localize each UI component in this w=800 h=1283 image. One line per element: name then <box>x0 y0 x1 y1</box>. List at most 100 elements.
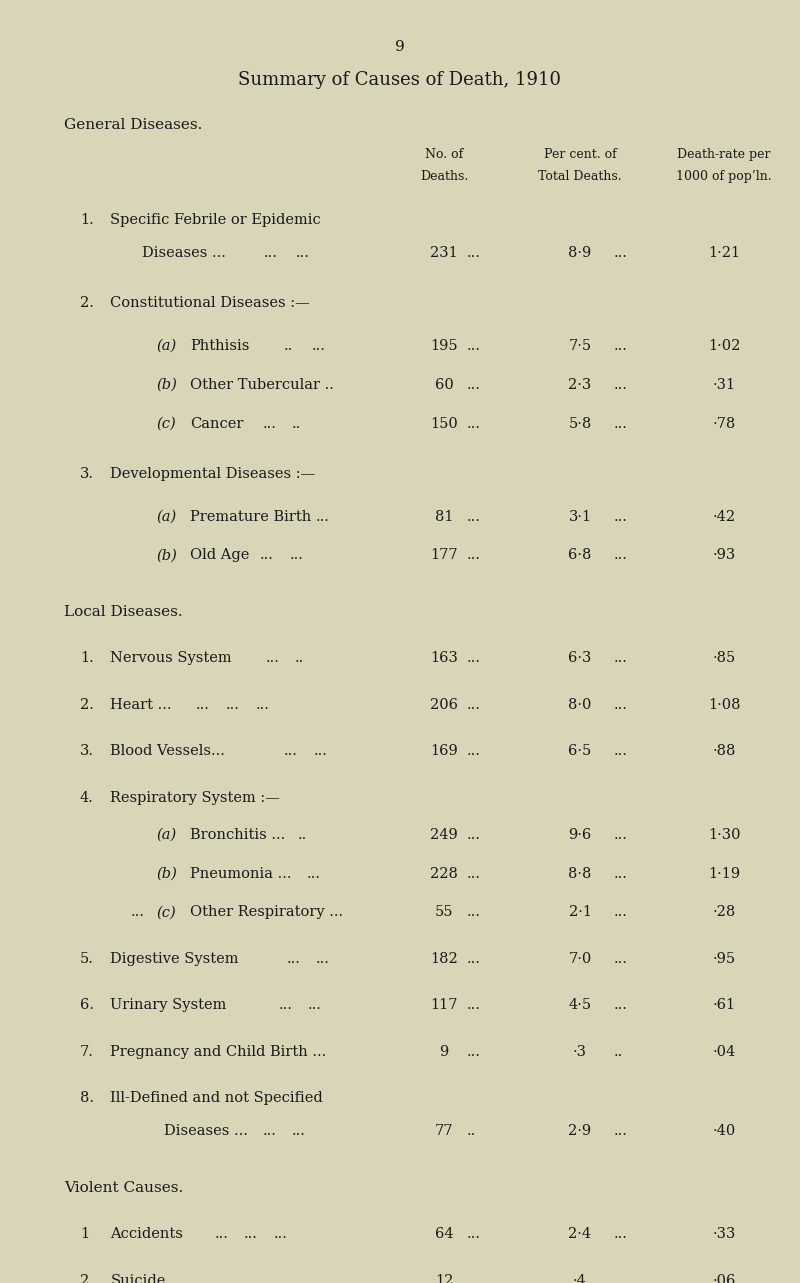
Text: 9: 9 <box>439 1044 449 1058</box>
Text: 1·19: 1·19 <box>708 866 740 880</box>
Text: ...: ... <box>466 509 480 523</box>
Text: ..: .. <box>466 1124 476 1138</box>
Text: 7·5: 7·5 <box>569 339 591 353</box>
Text: Urinary System: Urinary System <box>110 998 226 1012</box>
Text: ...: ... <box>226 698 239 712</box>
Text: (b): (b) <box>156 549 177 562</box>
Text: ...: ... <box>614 866 627 880</box>
Text: ...: ... <box>264 246 278 260</box>
Text: 6.: 6. <box>80 998 94 1012</box>
Text: 6·8: 6·8 <box>568 549 592 562</box>
Text: ...: ... <box>466 1228 480 1241</box>
Text: ...: ... <box>466 866 480 880</box>
Text: ...: ... <box>614 652 627 666</box>
Text: 249: 249 <box>430 828 458 842</box>
Text: (a): (a) <box>156 339 176 353</box>
Text: ...: ... <box>466 378 480 391</box>
Text: ...: ... <box>466 698 480 712</box>
Text: 228: 228 <box>430 866 458 880</box>
Text: 5·8: 5·8 <box>568 417 592 431</box>
Text: Total Deaths.: Total Deaths. <box>538 171 622 183</box>
Text: Constitutional Diseases :—: Constitutional Diseases :— <box>110 296 310 310</box>
Text: ·04: ·04 <box>712 1044 736 1058</box>
Text: Diseases ...: Diseases ... <box>142 246 226 260</box>
Text: 206: 206 <box>430 698 458 712</box>
Text: ...: ... <box>296 246 310 260</box>
Text: ·61: ·61 <box>713 998 735 1012</box>
Text: Premature Birth: Premature Birth <box>190 509 312 523</box>
Text: 8.: 8. <box>80 1092 94 1106</box>
Text: ...: ... <box>266 652 279 666</box>
Text: ...: ... <box>316 509 330 523</box>
Text: 77: 77 <box>434 1124 454 1138</box>
Text: 8·0: 8·0 <box>568 698 592 712</box>
Text: ...: ... <box>284 744 298 758</box>
Text: 2.: 2. <box>80 1274 94 1283</box>
Text: 6·3: 6·3 <box>568 652 592 666</box>
Text: 1.: 1. <box>80 652 94 666</box>
Text: Respiratory System :—: Respiratory System :— <box>110 790 280 804</box>
Text: ·95: ·95 <box>713 952 735 966</box>
Text: 55: 55 <box>434 906 454 920</box>
Text: 1: 1 <box>80 1228 89 1241</box>
Text: Ill-Defined and not Specified: Ill-Defined and not Specified <box>110 1092 323 1106</box>
Text: ...: ... <box>614 828 627 842</box>
Text: ...: ... <box>244 1274 258 1283</box>
Text: ...: ... <box>274 1274 287 1283</box>
Text: 1·02: 1·02 <box>708 339 740 353</box>
Text: ·93: ·93 <box>712 549 736 562</box>
Text: 2.: 2. <box>80 698 94 712</box>
Text: ·31: ·31 <box>713 378 735 391</box>
Text: 182: 182 <box>430 952 458 966</box>
Text: ..: .. <box>298 828 307 842</box>
Text: ...: ... <box>260 549 274 562</box>
Text: ...: ... <box>466 744 480 758</box>
Text: Developmental Diseases :—: Developmental Diseases :— <box>110 467 316 481</box>
Text: 3.: 3. <box>80 467 94 481</box>
Text: 1·30: 1·30 <box>708 828 740 842</box>
Text: 2·9: 2·9 <box>569 1124 591 1138</box>
Text: 231: 231 <box>430 246 458 260</box>
Text: ...: ... <box>308 998 322 1012</box>
Text: ...: ... <box>466 1274 480 1283</box>
Text: 1000 of pop’ln.: 1000 of pop’ln. <box>676 171 772 183</box>
Text: ...: ... <box>614 339 627 353</box>
Text: ·78: ·78 <box>712 417 736 431</box>
Text: 3.: 3. <box>80 744 94 758</box>
Text: 150: 150 <box>430 417 458 431</box>
Text: ..: .. <box>292 417 302 431</box>
Text: 1.: 1. <box>80 213 94 227</box>
Text: ...: ... <box>614 1124 627 1138</box>
Text: ...: ... <box>314 744 327 758</box>
Text: ...: ... <box>614 1228 627 1241</box>
Text: No. of: No. of <box>425 148 463 160</box>
Text: ...: ... <box>466 906 480 920</box>
Text: Deaths.: Deaths. <box>420 171 468 183</box>
Text: ...: ... <box>614 246 627 260</box>
Text: ...: ... <box>274 1228 287 1241</box>
Text: 2·1: 2·1 <box>569 906 591 920</box>
Text: 64: 64 <box>434 1228 454 1241</box>
Text: ...: ... <box>214 1274 228 1283</box>
Text: 177: 177 <box>430 549 458 562</box>
Text: ...: ... <box>466 246 480 260</box>
Text: ...: ... <box>614 998 627 1012</box>
Text: Local Diseases.: Local Diseases. <box>64 604 182 618</box>
Text: 117: 117 <box>430 998 458 1012</box>
Text: ...: ... <box>292 1124 306 1138</box>
Text: ...: ... <box>466 339 480 353</box>
Text: ...: ... <box>316 952 330 966</box>
Text: (c): (c) <box>156 417 176 431</box>
Text: 7·0: 7·0 <box>568 952 592 966</box>
Text: Per cent. of: Per cent. of <box>544 148 616 160</box>
Text: ...: ... <box>306 866 320 880</box>
Text: (b): (b) <box>156 866 177 880</box>
Text: Death-rate per: Death-rate per <box>678 148 770 160</box>
Text: ...: ... <box>262 417 276 431</box>
Text: Accidents: Accidents <box>110 1228 183 1241</box>
Text: ·40: ·40 <box>712 1124 736 1138</box>
Text: ...: ... <box>614 417 627 431</box>
Text: ...: ... <box>614 1274 627 1283</box>
Text: 1·21: 1·21 <box>708 246 740 260</box>
Text: ·42: ·42 <box>713 509 735 523</box>
